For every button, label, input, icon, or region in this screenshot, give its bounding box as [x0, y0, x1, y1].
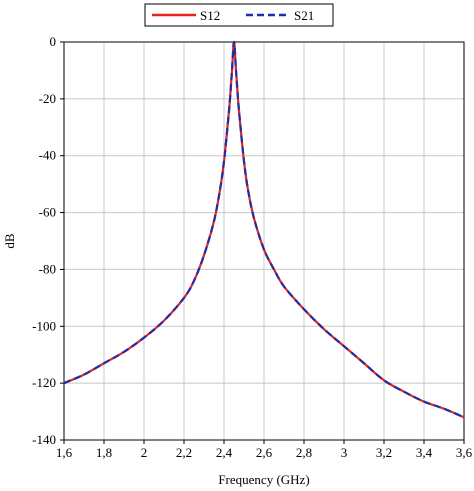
legend-box — [144, 3, 334, 27]
x-tick-label: 2,4 — [216, 445, 233, 460]
x-tick-label: 2 — [141, 445, 148, 460]
y-tick-label: -120 — [32, 375, 56, 390]
x-tick-label: 2,6 — [256, 445, 273, 460]
series-line-s21 — [63, 40, 465, 419]
legend-label-s21: S21 — [294, 8, 314, 23]
y-tick-label: -60 — [39, 205, 56, 220]
x-tick-label: 3,4 — [416, 445, 433, 460]
x-tick-label: 1,8 — [96, 445, 112, 460]
legend-label-s12: S12 — [200, 8, 220, 23]
ticks — [60, 41, 465, 444]
y-axis-title: dB — [2, 233, 17, 249]
y-tick-label: -140 — [32, 432, 56, 447]
x-tick-label: 3,2 — [376, 445, 392, 460]
y-tick-label: 0 — [50, 34, 57, 49]
x-tick-label: 2,2 — [176, 445, 192, 460]
x-axis-title: Frequency (GHz) — [218, 472, 309, 487]
y-tick-label: -40 — [39, 148, 56, 163]
x-tick-label: 2,8 — [296, 445, 312, 460]
x-tick-labels: 1,6 1,8 2 2,2 2,4 2,6 2,8 3 3,2 3,4 3,6 — [56, 445, 473, 460]
x-tick-label: 3,6 — [456, 445, 473, 460]
x-tick-label: 3 — [341, 445, 348, 460]
y-tick-label: -80 — [39, 261, 56, 276]
y-tick-label: -20 — [39, 91, 56, 106]
y-tick-label: -100 — [32, 318, 56, 333]
series-layer — [63, 40, 465, 419]
x-tick-label: 1,6 — [56, 445, 73, 460]
legend: S12 S21 — [144, 3, 334, 27]
y-tick-labels: 0 -20 -40 -60 -80 -100 -120 -140 — [32, 34, 56, 447]
